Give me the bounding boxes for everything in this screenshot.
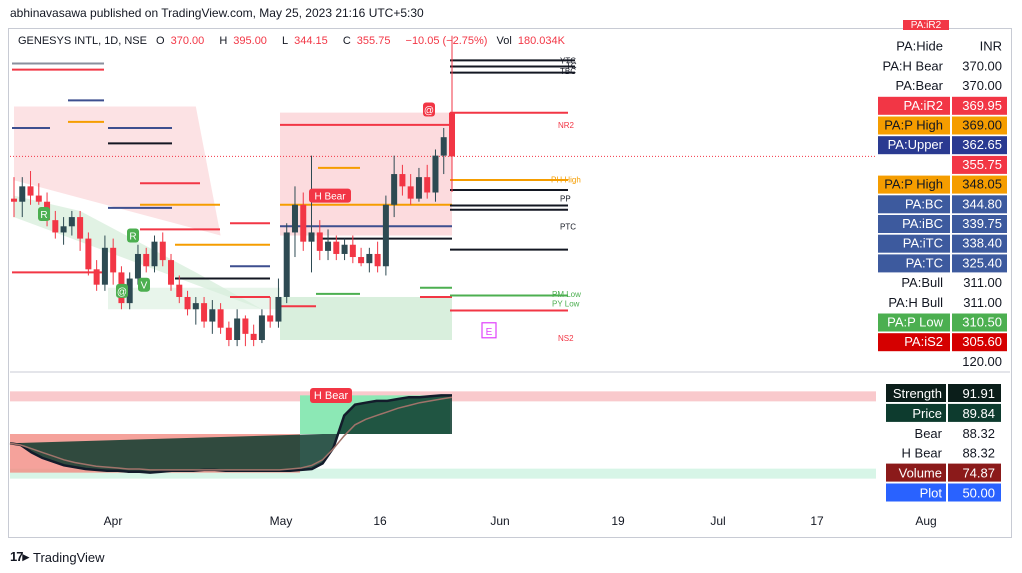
close-value: C 355.75 — [342, 35, 391, 47]
change-value: −10.05 (−2.75%) — [405, 35, 488, 47]
volume-value: Vol 180.034K — [496, 35, 565, 47]
chart-frame[interactable] — [8, 28, 1012, 538]
tradingview-logo-icon: 17▸ — [10, 549, 29, 564]
footer-brand: TradingView — [33, 549, 105, 565]
footer: 17▸ TradingView — [10, 549, 105, 565]
symbol-info: GENESYS INTL, 1D, NSE — [18, 35, 147, 47]
open-value: O 370.00 — [156, 35, 205, 47]
published-by-text: abhinavasawa published on TradingView.co… — [10, 6, 424, 20]
low-value: L 344.15 — [282, 35, 328, 47]
high-value: H 395.00 — [219, 35, 267, 47]
